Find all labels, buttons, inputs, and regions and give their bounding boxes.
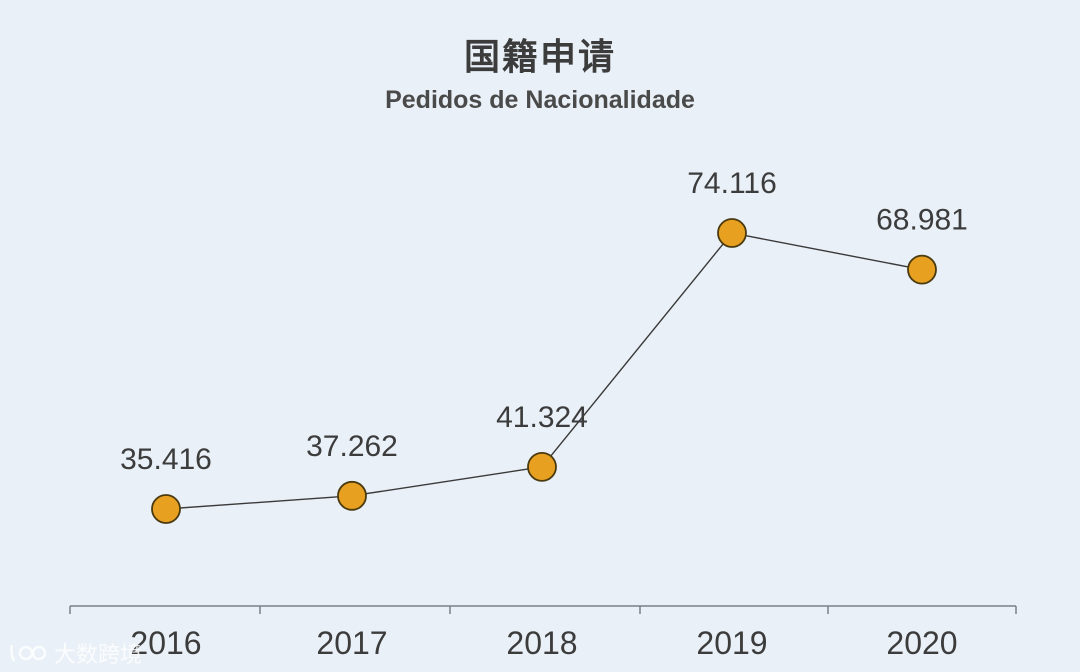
data-label-2020: 68.981 <box>876 204 968 237</box>
x-tick-label-2018: 2018 <box>506 625 577 661</box>
watermark-text: 大数跨境 <box>54 643 143 668</box>
data-label-2017: 37.262 <box>306 430 398 463</box>
data-point-2018 <box>527 451 557 482</box>
data-point-2016 <box>151 494 181 524</box>
brand-logo-icon <box>10 644 47 662</box>
x-axis <box>69 605 1017 614</box>
data-label-2019: 74.116 <box>687 167 777 200</box>
x-tick-label-2016: 2016 <box>130 625 201 661</box>
data-points <box>151 218 937 524</box>
watermark: 大数跨境 <box>8 638 142 668</box>
chart-subtitle: Pedidos de Nacionalidade <box>385 86 695 114</box>
data-point-2020 <box>907 254 937 285</box>
x-tick-label-2020: 2020 <box>886 625 957 661</box>
data-label-2018: 41.324 <box>496 401 588 434</box>
data-point-2019 <box>717 218 747 248</box>
data-label-2016: 35.416 <box>120 443 212 476</box>
x-tick-label-2017: 2017 <box>316 625 387 661</box>
data-labels: 35.416 37.262 41.324 74.116 68.981 <box>120 167 968 476</box>
data-point-2017 <box>337 480 367 511</box>
chart-title: 国籍申请 <box>463 37 616 78</box>
x-tick-labels: 2016 2017 2018 2019 2020 <box>130 625 957 661</box>
x-tick-label-2019: 2019 <box>696 625 767 661</box>
